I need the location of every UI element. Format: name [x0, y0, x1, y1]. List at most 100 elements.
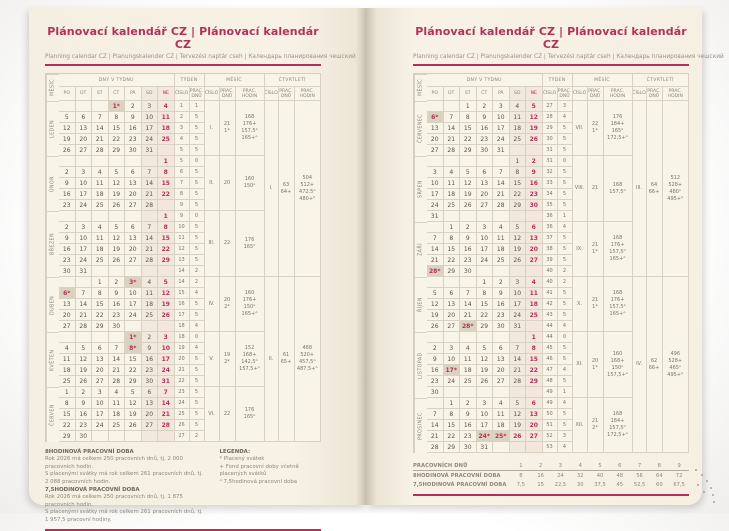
day-cell: 5	[509, 222, 526, 233]
day-cell: 5	[158, 277, 175, 288]
quarter-numeral-cell: IV.	[632, 277, 647, 453]
day-cell	[509, 211, 526, 222]
day-cell: 31	[493, 145, 510, 156]
day-cell: 27	[493, 376, 510, 387]
day-cell	[158, 200, 175, 211]
month-hours-cell: 160 150ᴬ	[235, 156, 265, 211]
day-cell: 5	[526, 101, 543, 112]
month-numeral-cell: I.	[204, 101, 220, 156]
day-cell: 20	[443, 310, 460, 321]
day-cell: 23	[493, 310, 510, 321]
calendar-table-first-half: MĚSÍC DNY V TÝDNU TÝDEN MĚSÍC ČTVRTLETÍ PO ÚT S…	[45, 73, 321, 442]
day-cell: 21	[141, 189, 158, 200]
day-cell: 6	[141, 387, 158, 398]
week-number-cell: 49	[542, 387, 558, 398]
day-cell: 26	[476, 376, 493, 387]
day-cell: 22	[443, 431, 460, 442]
week-number-cell: 36	[542, 222, 558, 233]
day-cell: 11	[158, 112, 175, 123]
day-cell: 25	[509, 134, 526, 145]
day-cell: 17	[158, 354, 175, 365]
workdays-table-value: 48	[616, 472, 624, 479]
month-hours-cell: 168 157,5ᴬ	[603, 156, 633, 222]
day-cell: 29	[443, 442, 460, 453]
day-cell	[59, 277, 76, 288]
day-cell: 3	[158, 332, 175, 343]
week-number-cell: 27	[174, 431, 190, 442]
day-cell: 18	[526, 299, 543, 310]
workdays-table-value: 56	[636, 472, 643, 479]
day-cell: 4	[59, 343, 76, 354]
day-cell: 29	[108, 145, 125, 156]
day-cell: 30	[125, 145, 142, 156]
day-name-header: SO	[141, 87, 158, 101]
day-cell: 28	[92, 145, 109, 156]
day-cell: 25	[59, 376, 76, 387]
week-workdays-cell: 5	[557, 310, 573, 321]
summary-8h-line: Rok 2026 má celkem 250 pracovních dnů, t…	[45, 456, 183, 470]
day-cell: 17	[509, 299, 526, 310]
week-number-cell: 47	[542, 365, 558, 376]
day-cell: 7	[427, 409, 444, 420]
day-cell: 14	[141, 178, 158, 189]
week-number-cell: 30	[542, 134, 558, 145]
day-name-header: ST	[92, 87, 109, 101]
workdays-table-row-label: 7,5HODINOVÁ PRACOVNÍ DOBA	[413, 481, 507, 488]
month-numeral-cell: III.	[204, 211, 220, 277]
page-left-content: Plánovací kalendář CZ | Plánovací kalend…	[45, 8, 356, 531]
day-cell: 28	[427, 442, 444, 453]
sub-column-header: PRAC. DNŮ	[278, 87, 295, 101]
week-workdays-cell: 3	[557, 431, 573, 442]
day-cell: 12	[59, 123, 76, 134]
day-cell	[75, 211, 92, 222]
week-workdays-cell: 2	[557, 266, 573, 277]
month-hours-cell: 168 176+ 157,5ᴬ 165+ᴬ	[235, 101, 265, 156]
day-cell	[141, 156, 158, 167]
day-cell: 8	[158, 167, 175, 178]
day-cell: 21	[509, 365, 526, 376]
day-cell: 20	[125, 244, 142, 255]
day-cell	[526, 442, 543, 453]
workdays-table-row: PRACOVNÍCH DNŮ 1 2 3 4 5 6 7 8 9	[413, 462, 689, 471]
day-cell: 13	[526, 233, 543, 244]
symbols-legend: LEGENDA: * Placený svátek + Fond pracovn…	[219, 448, 321, 524]
day-cell: 3	[75, 167, 92, 178]
day-cell: 18	[443, 189, 460, 200]
day-cell: 15	[92, 299, 109, 310]
month-numeral-cell: V.	[204, 332, 220, 387]
legend-item: ᴬ 7,5hodinová pracovní doba	[219, 478, 298, 485]
day-cell: 20	[59, 310, 76, 321]
day-cell: 4	[158, 101, 175, 112]
day-cell	[443, 387, 460, 398]
day-cell: 12	[460, 178, 477, 189]
sub-column-header: ČÍSLO	[264, 87, 279, 101]
day-cell: 7	[460, 288, 477, 299]
day-cell: 8	[460, 112, 477, 123]
day-cell: 19	[108, 244, 125, 255]
day-cell	[427, 332, 444, 343]
day-cell	[141, 431, 158, 442]
day-cell	[493, 266, 510, 277]
day-cell	[443, 277, 460, 288]
day-cell	[460, 332, 477, 343]
week-number-cell: 37	[542, 233, 558, 244]
day-cell: 27	[125, 255, 142, 266]
day-cell: 1	[158, 211, 175, 222]
day-cell	[75, 101, 92, 112]
day-cell	[509, 266, 526, 277]
workdays-table-value: 4	[578, 463, 582, 469]
week-number-cell: 22	[174, 376, 190, 387]
day-cell: 28*	[427, 266, 444, 277]
week-number-cell: 16	[174, 299, 190, 310]
day-cell	[92, 332, 109, 343]
day-cell: 22	[108, 134, 125, 145]
day-cell: 22	[92, 310, 109, 321]
day-cell: 24	[493, 134, 510, 145]
day-cell: 14	[509, 354, 526, 365]
day-cell: 5	[59, 112, 76, 123]
group-month: MĚSÍC	[572, 74, 633, 87]
week-number-cell: 27	[542, 101, 558, 112]
week-number-cell: 2	[174, 112, 190, 123]
day-cell: 10	[443, 354, 460, 365]
week-workdays-cell: 0	[557, 332, 573, 343]
